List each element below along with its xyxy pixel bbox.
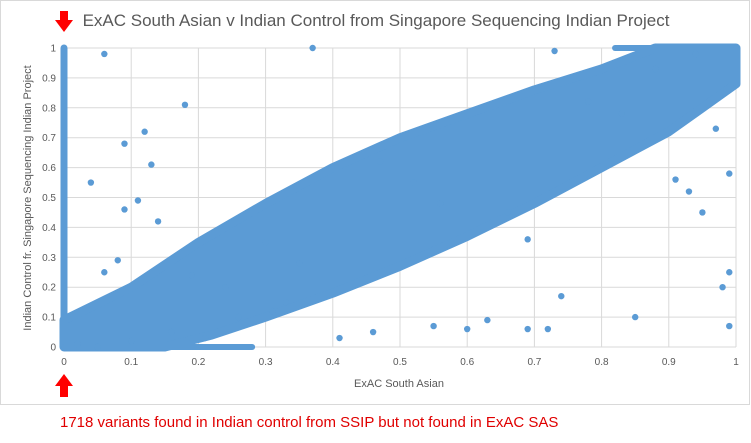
x-tick-label: 0.9 [662, 357, 676, 368]
data-point [699, 209, 706, 216]
y-tick-label: 0.8 [42, 103, 56, 114]
y-tick-label: 0.9 [42, 73, 56, 84]
data-point [524, 325, 531, 333]
data-point [188, 272, 195, 279]
x-axis-label: ExAC South Asian [354, 378, 444, 390]
data-point [712, 125, 720, 132]
data-point [410, 179, 417, 186]
data-point [652, 65, 659, 73]
data-point [692, 50, 699, 58]
y-axis-label: Indian Control fr. Singapore Sequencing … [22, 65, 34, 330]
data-point [726, 170, 733, 177]
x-tick-labels: 0 0.1 0.2 0.3 0.4 0.5 0.6 0.7 0.8 0.9 1 [61, 357, 739, 368]
scatter-chart: ExAC South Asian v Indian Control from S… [22, 11, 741, 397]
data-point [74, 340, 81, 348]
data-point [141, 128, 148, 135]
chart-title: ExAC South Asian v Indian Control from S… [83, 11, 670, 30]
data-point [101, 50, 108, 58]
data-point [672, 176, 679, 183]
y-tick-labels: 0 0.1 0.2 0.3 0.4 0.5 0.6 0.7 0.8 0.9 1 [42, 44, 56, 354]
x-tick-label: 0.8 [595, 357, 609, 368]
data-point [168, 328, 175, 336]
data-point [430, 322, 437, 330]
data-point [128, 337, 135, 345]
data-point [437, 200, 444, 207]
data-point [504, 209, 511, 216]
data-point [632, 313, 639, 321]
x-tick-label: 0.3 [259, 357, 273, 368]
data-point [94, 343, 101, 351]
data-point [282, 298, 289, 306]
x-tick-label: 0 [61, 357, 67, 368]
x-tick-label: 1 [733, 357, 739, 368]
y-tick-label: 1 [50, 44, 56, 55]
x-tick-label: 0.2 [191, 357, 205, 368]
y-tick-label: 0 [50, 343, 56, 354]
data-point [618, 110, 625, 117]
data-point [181, 101, 189, 109]
data-point [369, 328, 377, 336]
y-tick-label: 0.1 [42, 313, 56, 324]
x-tick-label: 0.1 [124, 357, 138, 368]
data-point [148, 161, 155, 168]
data-point [114, 257, 121, 264]
data-point [296, 260, 303, 267]
data-point [309, 44, 316, 52]
data-point [101, 269, 108, 276]
down-arrow-icon [55, 11, 73, 32]
data-point [584, 98, 592, 106]
y-tick-label: 0.5 [42, 193, 56, 204]
data-point [544, 325, 552, 333]
data-point [558, 292, 565, 300]
data-point [726, 269, 733, 276]
data-point [524, 236, 531, 243]
y-tick-label: 0.7 [42, 133, 56, 144]
data-band [59, 43, 741, 352]
data-point [719, 284, 726, 291]
data-point [685, 188, 693, 195]
y-tick-label: 0.3 [42, 253, 56, 264]
chart-frame: ExAC South Asian v Indian Control from S… [0, 0, 750, 405]
up-arrow-icon [55, 374, 73, 397]
data-point [87, 179, 95, 186]
data-point [121, 206, 128, 213]
data-point [269, 307, 276, 315]
y-tick-label: 0.4 [42, 223, 56, 234]
data-point [376, 158, 384, 165]
data-points [74, 44, 733, 351]
data-point [201, 334, 209, 342]
data-point [154, 218, 162, 225]
x-tick-label: 0.6 [460, 357, 474, 368]
data-point [336, 334, 343, 342]
y-tick-label: 0.6 [42, 163, 56, 174]
data-point [464, 325, 471, 333]
x-tick-label: 0.5 [393, 357, 407, 368]
data-point [551, 47, 558, 55]
x-tick-label: 0.4 [326, 357, 340, 368]
data-point [121, 140, 128, 147]
data-point [134, 197, 142, 204]
y-tick-label: 0.2 [42, 283, 56, 294]
data-point [222, 284, 229, 291]
annotation-arrows [55, 11, 73, 397]
caption-text: 1718 variants found in Indian control fr… [60, 414, 559, 431]
data-point [262, 239, 269, 246]
data-point [235, 313, 242, 321]
x-tick-label: 0.7 [527, 357, 541, 368]
data-point [726, 322, 733, 330]
data-point [484, 316, 491, 324]
